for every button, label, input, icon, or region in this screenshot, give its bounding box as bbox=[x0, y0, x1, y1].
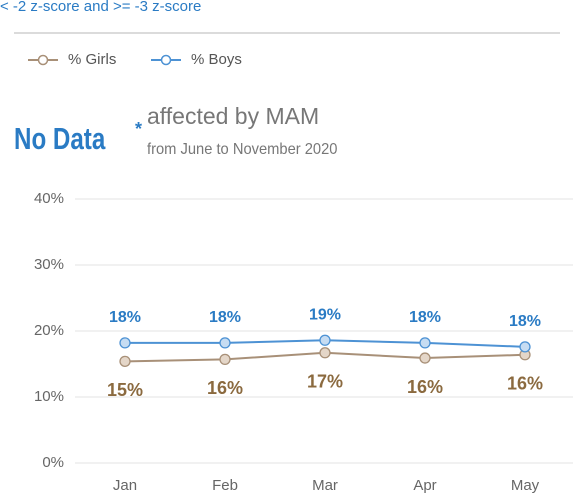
point bbox=[319, 334, 331, 346]
note-period: from June to November 2020 bbox=[147, 141, 337, 159]
y-tick-label: 10% bbox=[34, 388, 64, 405]
legend-marker bbox=[37, 54, 49, 66]
value-label: 16% bbox=[407, 377, 443, 397]
value-label: 18% bbox=[109, 309, 141, 326]
point bbox=[519, 341, 531, 353]
point bbox=[219, 353, 231, 366]
value-label: 18% bbox=[209, 309, 241, 326]
value-label: 18% bbox=[409, 309, 441, 326]
asterisk: * bbox=[135, 119, 142, 139]
x-tick-label: May bbox=[511, 477, 540, 493]
legend-label: % Girls bbox=[68, 51, 116, 68]
no-data: No Data bbox=[14, 121, 106, 156]
y-tick-label: 40% bbox=[34, 190, 64, 207]
legend-marker bbox=[160, 54, 172, 66]
y-tick-label: 20% bbox=[34, 322, 64, 339]
point bbox=[319, 347, 331, 359]
point bbox=[419, 337, 431, 349]
note-title: affected by MAM bbox=[147, 103, 319, 129]
no-data-note: No Data * affected by MAM from June to N… bbox=[14, 103, 337, 158]
y-tick-label: 30% bbox=[34, 256, 64, 273]
x-tick-label: Apr bbox=[413, 477, 436, 493]
point bbox=[119, 355, 131, 368]
value-label: 19% bbox=[309, 306, 341, 323]
x-tick-label: Jan bbox=[113, 477, 137, 493]
value-label: 15% bbox=[107, 380, 143, 400]
value-label: 16% bbox=[207, 378, 243, 398]
point bbox=[219, 337, 231, 349]
value-label: 16% bbox=[507, 374, 543, 394]
value-label: 17% bbox=[307, 372, 343, 392]
legend-label: % Boys bbox=[191, 51, 242, 68]
subtitle: < -2 z-score and >= -3 z-score bbox=[0, 0, 201, 15]
point bbox=[119, 337, 131, 349]
value-label: 18% bbox=[509, 313, 541, 330]
x-tick-label: Feb bbox=[212, 477, 238, 493]
x-tick-label: Mar bbox=[312, 477, 338, 493]
point bbox=[419, 352, 431, 364]
y-tick-label: 0% bbox=[42, 454, 64, 471]
